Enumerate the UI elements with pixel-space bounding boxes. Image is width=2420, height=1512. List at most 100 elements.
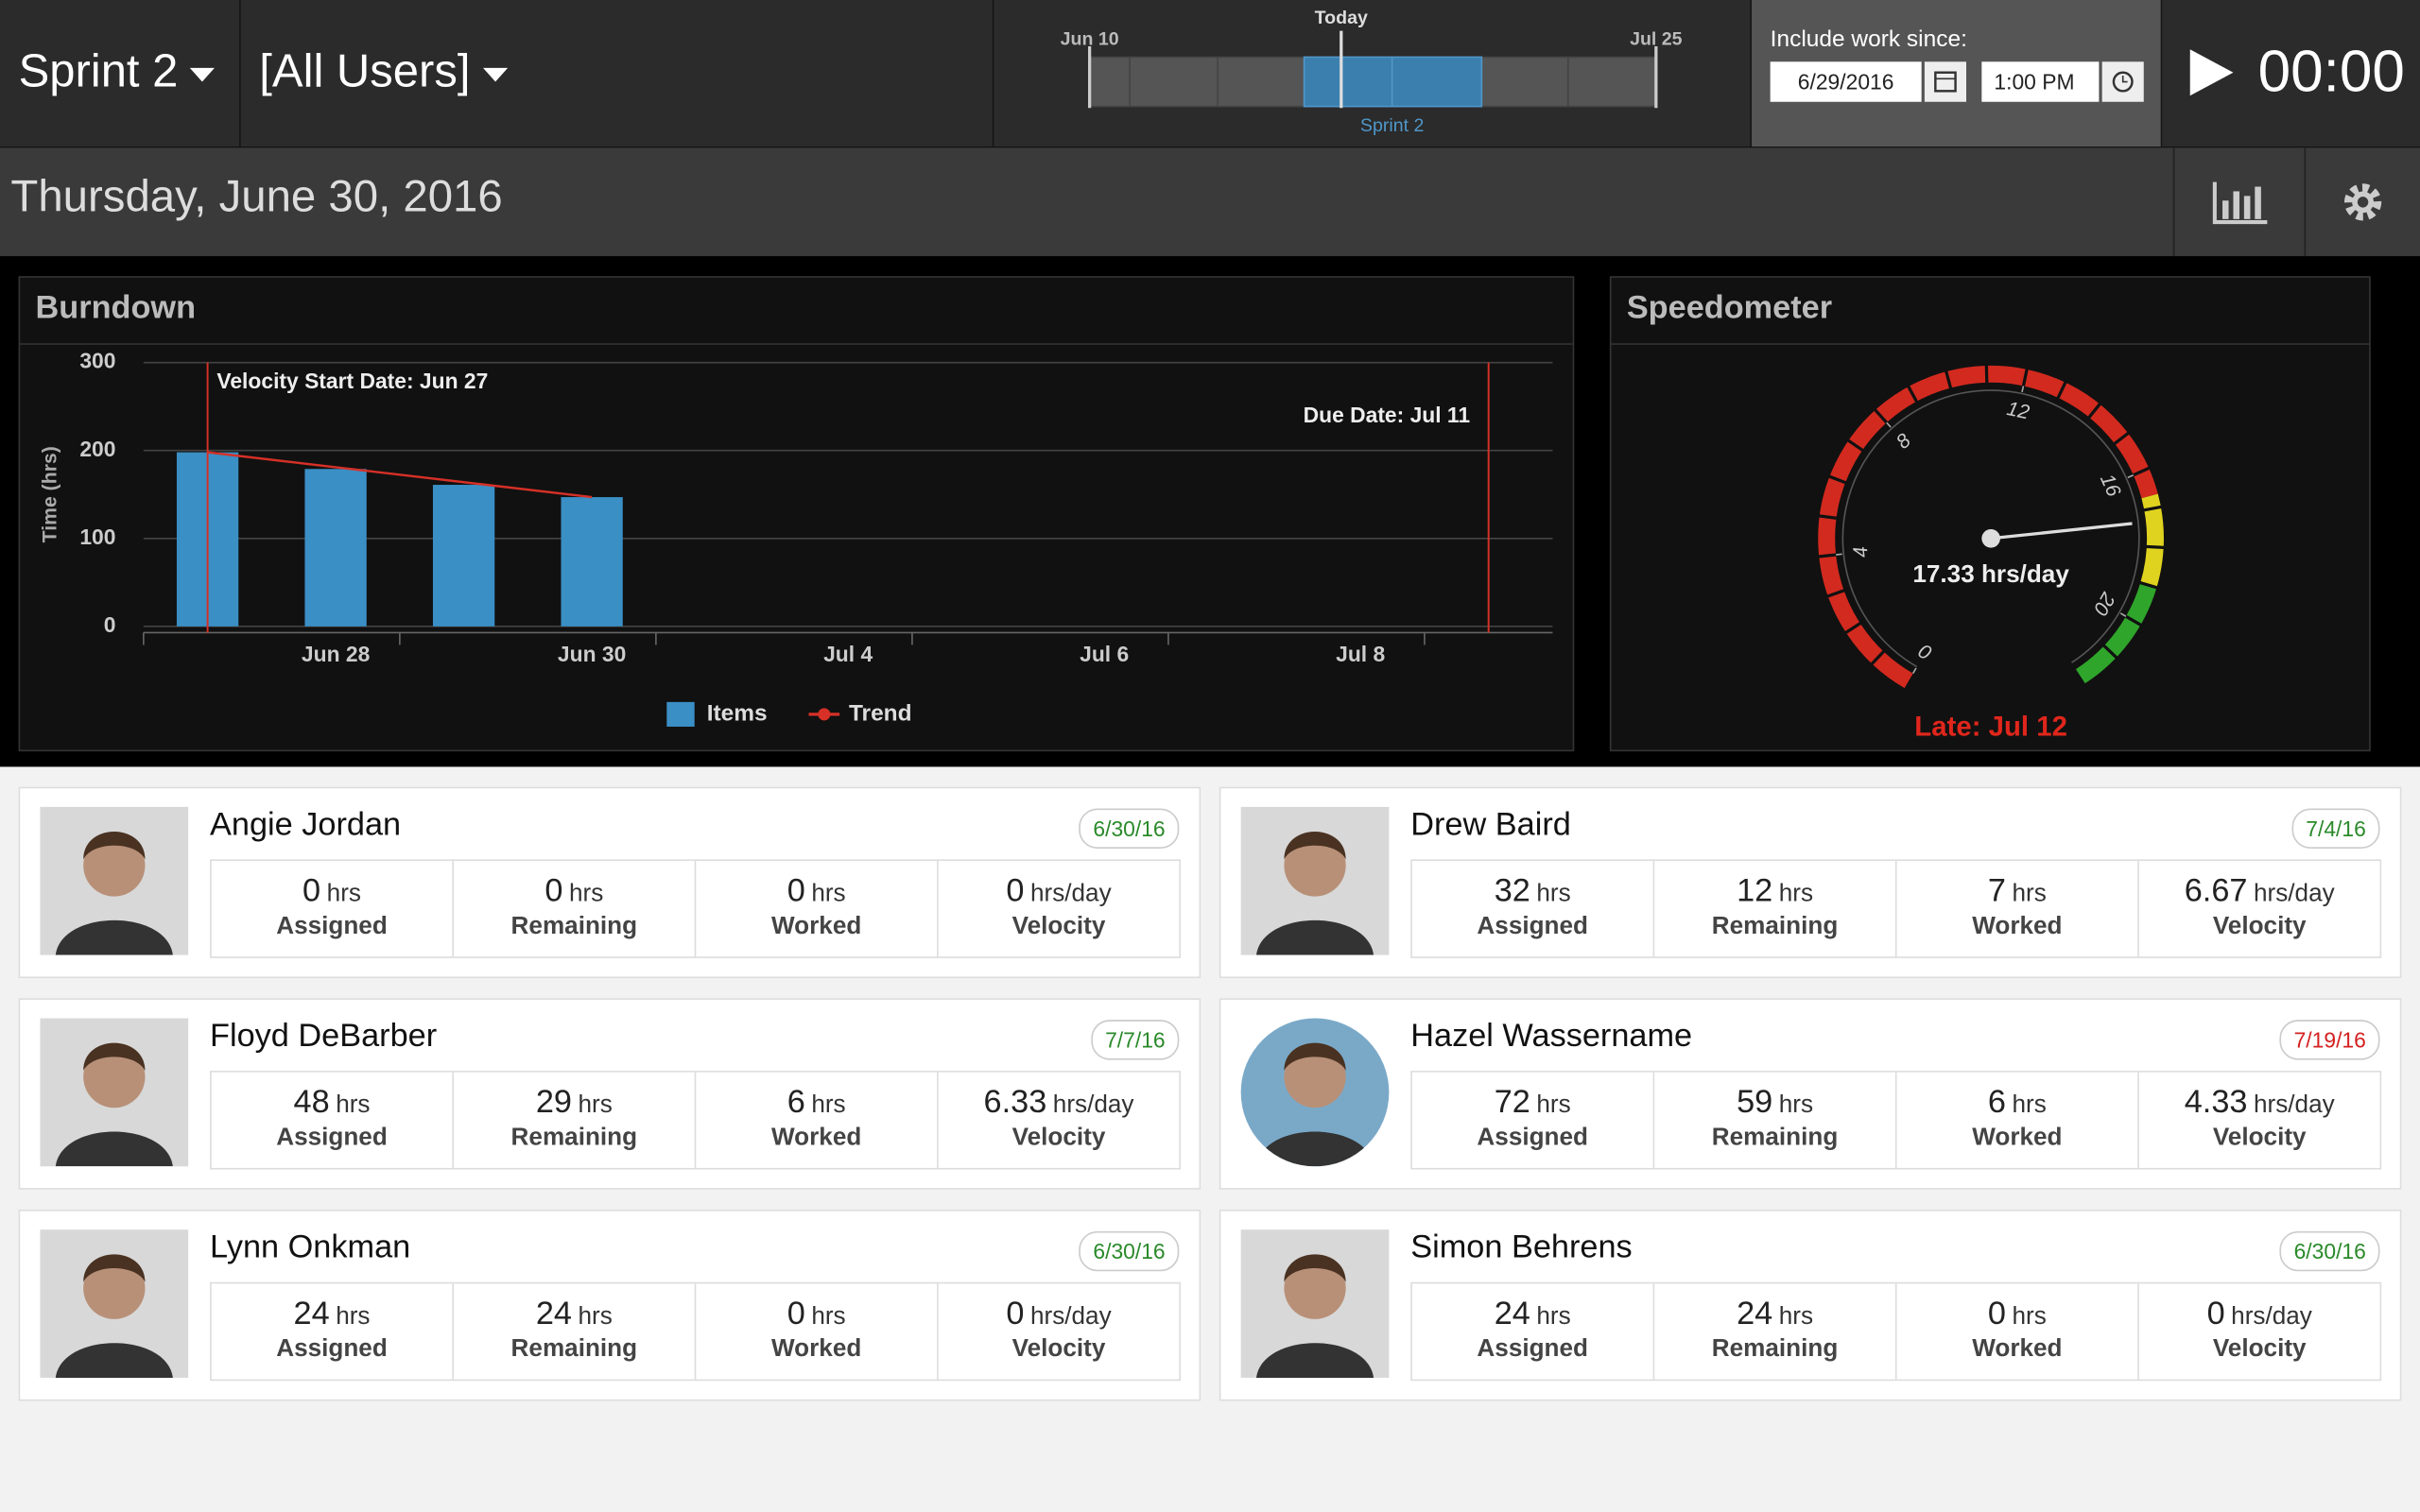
person-photo <box>40 1018 189 1167</box>
stat-label: Assigned <box>276 1335 388 1363</box>
gauge-separator <box>2138 580 2159 590</box>
user-menu[interactable]: [All Users] <box>241 0 994 147</box>
x-tick-label: Jul 8 <box>1336 642 1385 666</box>
stat-unit: hrs/day <box>2254 881 2335 907</box>
stat: 0 hrs Worked <box>696 861 939 957</box>
gauge-tick <box>1911 667 1917 675</box>
gauge-tick-label: 0 <box>1915 639 1936 663</box>
gauge-tick <box>2127 473 2135 479</box>
due-date-badge: 7/19/16 <box>2279 1020 2380 1060</box>
stat: 0 hrs Remaining <box>454 861 697 957</box>
stats-row: 48 hrs Assigned 29 hrs Remaining 6 hrs Worked 6.3… <box>210 1071 1181 1170</box>
person-photo <box>40 1229 189 1378</box>
stat-value-line: 0 hrs <box>696 1296 937 1332</box>
gauge-tick-label: 20 <box>2089 588 2119 619</box>
due-date-badge: 7/4/16 <box>2291 808 2380 849</box>
y-axis-label: Time (hrs) <box>39 446 60 542</box>
stat-value-line: 6 hrs <box>1897 1085 2138 1122</box>
stat-value: 24 <box>293 1296 330 1332</box>
gauge-separator <box>1869 649 1886 666</box>
stat-label: Velocity <box>1011 1125 1106 1151</box>
stat-label: Assigned <box>276 913 388 940</box>
stat-label: Remaining <box>510 1125 638 1151</box>
stat-label: Remaining <box>1711 913 1839 940</box>
stat-value: 6.67 <box>2184 873 2248 909</box>
person-photo <box>40 806 189 955</box>
stat: 7 hrs Worked <box>1897 861 2139 957</box>
person-name: Lynn Onkman <box>210 1229 411 1265</box>
gauge-note: Late: Jul 12 <box>1914 711 2067 742</box>
gauge-band <box>2140 493 2164 588</box>
stat-value: 6.33 <box>983 1084 1047 1121</box>
stat-label: Velocity <box>1011 913 1106 940</box>
stat: 59 hrs Remaining <box>1654 1072 1897 1168</box>
reports-button[interactable] <box>2172 147 2305 257</box>
burndown-title: Burndown <box>35 289 197 326</box>
trend-line <box>207 451 593 499</box>
calendar-button[interactable] <box>1924 61 1966 102</box>
stat-value: 72 <box>1494 1084 1530 1121</box>
stat-value-line: 6 hrs <box>696 1085 937 1122</box>
gauge-separator <box>1817 553 1838 558</box>
stat-label: Remaining <box>1711 1335 1839 1363</box>
timeline[interactable]: Today Jun 10 Jul 25 Sprint 2 <box>994 0 1753 147</box>
stat-value-line: 4.33 hrs/day <box>2139 1085 2380 1122</box>
stat: 72 hrs Assigned <box>1412 1072 1655 1168</box>
stat-value: 29 <box>535 1084 572 1121</box>
stat: 48 hrs Assigned <box>212 1072 454 1168</box>
gauge-separator <box>2021 367 2030 388</box>
stat-value: 6 <box>786 1084 805 1121</box>
since-date[interactable]: 6/29/2016 <box>1770 61 1922 102</box>
since-time[interactable]: 1:00 PM <box>1981 61 2100 102</box>
timer-value: 00:00 <box>2257 40 2405 106</box>
stat-unit: hrs <box>1778 1303 1814 1331</box>
stat-value: 48 <box>293 1084 330 1121</box>
person-name: Hazel Wassername <box>1410 1018 1693 1055</box>
stat-value-line: 0 hrs <box>1897 1296 2138 1332</box>
top-bar: Sprint 2 [All Users] Today Jun 10 Jul 25… <box>0 0 2420 148</box>
person-card: Simon Behrens 6/30/16 24 hrs Assigned 24 hrs Re… <box>1219 1210 2402 1401</box>
gauge-tick-label: 8 <box>1893 430 1915 454</box>
stat-value-line: 0 hrs/day <box>939 1296 1180 1332</box>
timeline-sprint: Sprint 2 <box>1360 115 1424 136</box>
stat: 29 hrs Remaining <box>454 1072 697 1168</box>
gauge-value-label: 17.33 hrs/day <box>1912 559 2069 588</box>
legend-label: Trend <box>849 700 912 726</box>
stat-value: 24 <box>1737 1296 1773 1332</box>
legend-swatch <box>666 701 695 727</box>
stat-value: 0 <box>544 873 563 909</box>
gauge-separator <box>2101 643 2119 660</box>
settings-button[interactable] <box>2304 147 2420 257</box>
due-date-badge: 6/30/16 <box>1079 808 1180 849</box>
stat: 24 hrs Assigned <box>212 1283 454 1380</box>
stat-value-line: 24 hrs <box>454 1296 695 1332</box>
stat-value: 12 <box>1737 873 1773 909</box>
stat: 6.33 hrs/day Velocity <box>939 1073 1180 1168</box>
stat-value: 6 <box>1987 1084 2006 1121</box>
stat: 6 hrs Worked <box>696 1072 939 1168</box>
stat: 6 hrs Worked <box>1897 1072 2139 1168</box>
date-bar: Thursday, June 30, 2016 <box>0 147 2420 257</box>
stat-value: 0 <box>786 873 805 909</box>
stat: 6.67 hrs/day Velocity <box>2139 861 2380 956</box>
gauge-hub <box>1981 529 2000 548</box>
timer[interactable]: 00:00 <box>2162 0 2420 146</box>
gauge-separator <box>1906 384 1919 404</box>
stat-value: 4.33 <box>2184 1084 2248 1121</box>
stat-label: Remaining <box>510 913 638 940</box>
stat-label: Worked <box>1972 1335 2063 1363</box>
stat: 0 hrs/day Velocity <box>939 861 1180 956</box>
bar <box>432 485 495 627</box>
stat: 0 hrs/day Velocity <box>939 1283 1180 1379</box>
clock-button[interactable] <box>2101 61 2144 102</box>
person-name: Floyd DeBarber <box>210 1018 438 1055</box>
stat-unit: hrs <box>578 1303 613 1331</box>
sprint-menu[interactable]: Sprint 2 <box>0 0 241 147</box>
stat-value-line: 24 hrs <box>1412 1296 1653 1332</box>
stat-unit: hrs <box>2012 1303 2047 1331</box>
stat-unit: hrs <box>811 881 846 907</box>
gauge-tick <box>2119 612 2127 617</box>
gauge-separator <box>1827 474 1848 485</box>
stat-unit: hrs <box>336 1303 371 1331</box>
